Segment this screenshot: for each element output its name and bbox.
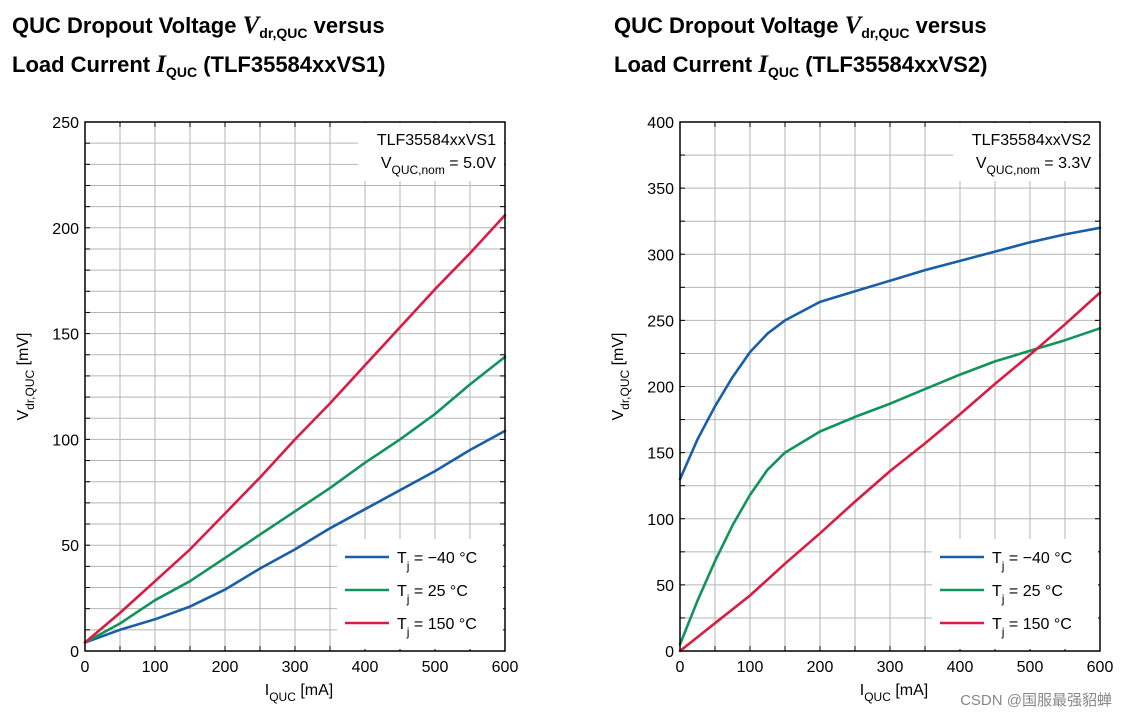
chart-title-left-line2: Load Current IQUC (TLF35584xxVS1) [12, 51, 386, 80]
x-tick-label: 300 [877, 659, 904, 676]
y-tick-label: 300 [647, 247, 674, 264]
legend-label-sub: j [406, 559, 410, 573]
y-tick-label: 0 [70, 644, 79, 661]
y-tick-label: 100 [52, 432, 79, 449]
legend-label-tail: = 25 °C [1004, 583, 1062, 600]
legend-label: Tj = 25 °C [992, 583, 1063, 606]
y-tick-label: 0 [665, 644, 674, 661]
y-axis-label-sub: dr,QUC [23, 370, 37, 410]
series-line-minus40 [678, 226, 1102, 481]
x-tick-label: 400 [352, 659, 379, 676]
series-line-minus40 [83, 429, 507, 644]
annotation-nominal-main: V [381, 155, 392, 172]
annotation-variant: TLF35584xxVS1 [377, 132, 496, 149]
x-axis-label-main: I [265, 682, 269, 699]
x-axis-label: IQUC [mA] [860, 682, 928, 704]
chart-left: 0 100 200 300 400 500 600 0 50 100 150 200 250 IQUC [… [15, 115, 518, 704]
annotation-variant: TLF35584xxVS2 [972, 132, 1091, 149]
y-axis-label-sub: dr,QUC [618, 370, 632, 410]
x-axis-label-tail: [mA] [296, 682, 333, 699]
x-tick-label: 200 [807, 659, 834, 676]
y-tick-label: 200 [52, 221, 79, 238]
y-tick-label: 100 [647, 512, 674, 529]
x-tick-label: 200 [212, 659, 239, 676]
annotation-background [358, 123, 504, 181]
x-axis-label: IQUC [mA] [265, 682, 333, 704]
x-tick-label: 300 [282, 659, 309, 676]
legend-label: Tj = −40 °C [992, 550, 1072, 573]
legend-label-sub: j [406, 625, 410, 639]
x-tick-label: 100 [737, 659, 764, 676]
legend-label-tail: = −40 °C [409, 550, 477, 567]
annotation-nominal: VQUC,nom = 3.3V [976, 155, 1091, 177]
legend-label-tail: = 150 °C [1004, 616, 1071, 633]
x-axis-label-main: I [860, 682, 864, 699]
legend-label: Tj = 25 °C [397, 583, 468, 606]
annotation-nominal: VQUC,nom = 5.0V [381, 155, 496, 177]
legend-label-main: T [992, 550, 1002, 567]
annotation-background [953, 123, 1099, 181]
series-line-plus25 [83, 355, 507, 644]
legend-label-tail: = −40 °C [1004, 550, 1072, 567]
x-tick-label: 600 [492, 659, 519, 676]
y-tick-label: 400 [647, 115, 674, 132]
annotation-nominal-main: V [976, 155, 987, 172]
y-tick-label: 150 [647, 446, 674, 463]
x-tick-label: 600 [1087, 659, 1114, 676]
annotation-nominal-sub: QUC,nom [987, 163, 1040, 177]
series-line-plus150 [678, 291, 1102, 653]
legend-label-sub: j [1001, 625, 1005, 639]
legend-label-main: T [397, 616, 407, 633]
legend-label: Tj = 150 °C [992, 616, 1072, 639]
x-axis-label-tail: [mA] [891, 682, 928, 699]
legend-label-tail: = 150 °C [409, 616, 476, 633]
legend-label-tail: = 25 °C [409, 583, 467, 600]
legend-label-sub: j [1001, 592, 1005, 606]
chart-right: 0 100 200 300 400 500 600 0 50 100 150 200 250 300 350… [610, 115, 1113, 704]
y-tick-label: 250 [52, 115, 79, 132]
y-axis-label: Vdr,QUC [mV] [610, 332, 632, 420]
x-tick-label: 500 [422, 659, 449, 676]
legend-label-main: T [992, 583, 1002, 600]
chart-title-right-line2: Load Current IQUC (TLF35584xxVS2) [614, 51, 988, 80]
legend-label-sub: j [406, 592, 410, 606]
legend-label-main: T [992, 616, 1002, 633]
chart-title-left: QUC Dropout Voltage Vdr,QUC versus Load … [12, 10, 385, 88]
x-tick-label: 0 [676, 659, 685, 676]
annotation-nominal-sub: QUC,nom [392, 163, 445, 177]
plot-frame [84, 121, 506, 652]
legend-label-main: T [397, 550, 407, 567]
y-tick-label: 350 [647, 181, 674, 198]
y-tick-label: 250 [647, 313, 674, 330]
y-tick-label: 150 [52, 327, 79, 344]
legend-label-main: T [397, 583, 407, 600]
legend-label: Tj = 150 °C [397, 616, 477, 639]
x-axis-label-sub: QUC [269, 690, 296, 704]
y-axis-label-tail: [mV] [610, 332, 627, 369]
y-tick-label: 50 [61, 538, 79, 555]
y-axis-label-main: V [15, 410, 32, 421]
x-tick-label: 500 [1017, 659, 1044, 676]
chart-title-right: QUC Dropout Voltage Vdr,QUC versus Load … [614, 10, 987, 88]
y-axis-label-tail: [mV] [15, 332, 32, 369]
chart-title-right-line1: QUC Dropout Voltage Vdr,QUC versus [614, 12, 987, 41]
y-axis-label-main: V [610, 410, 627, 421]
x-axis-label-sub: QUC [864, 690, 891, 704]
legend-label-sub: j [1001, 559, 1005, 573]
chart-title-left-line1: QUC Dropout Voltage Vdr,QUC versus [12, 12, 385, 41]
series-line-plus150 [83, 213, 507, 644]
x-tick-label: 400 [947, 659, 974, 676]
x-tick-label: 0 [81, 659, 90, 676]
x-tick-label: 100 [142, 659, 169, 676]
annotation-nominal-tail: = 5.0V [445, 155, 496, 172]
y-axis-label: Vdr,QUC [mV] [15, 332, 37, 420]
series-line-plus25 [678, 326, 1102, 646]
y-tick-label: 200 [647, 380, 674, 397]
watermark: CSDN @国服最强貂蝉 [960, 692, 1112, 709]
plot-frame [679, 121, 1101, 652]
legend-label: Tj = −40 °C [397, 550, 477, 573]
y-tick-label: 50 [656, 578, 674, 595]
annotation-nominal-tail: = 3.3V [1040, 155, 1091, 172]
